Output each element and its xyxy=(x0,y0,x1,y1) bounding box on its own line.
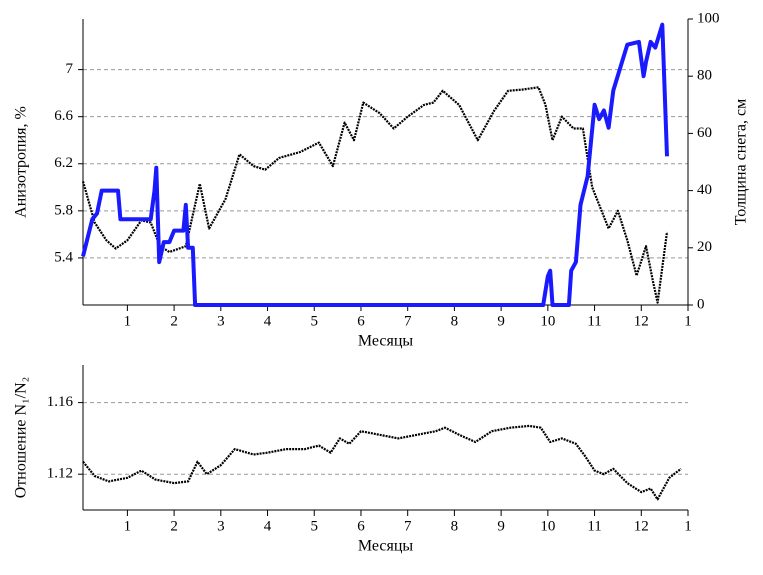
y-tick-label: 6.2 xyxy=(54,155,73,171)
data-line xyxy=(81,22,669,307)
x-tick-label: 2 xyxy=(170,313,178,329)
y2-tick-label: 100 xyxy=(697,10,720,26)
x-tick-label: 1 xyxy=(124,518,132,534)
x-tick-label: 9 xyxy=(497,518,505,534)
x-axis-label: Месяцы xyxy=(358,333,414,350)
y-axis-label: Отношение N₁/N₂ xyxy=(13,377,30,498)
x-tick-label: 7 xyxy=(404,518,412,534)
y2-tick-label: 20 xyxy=(697,239,712,255)
x-tick-label: 7 xyxy=(404,313,412,329)
x-tick-label: 2 xyxy=(170,518,178,534)
x-tick-label: 9 xyxy=(497,313,505,329)
y-axis-label: Анизотропия, % xyxy=(13,106,30,218)
x-tick-label: 6 xyxy=(357,518,365,534)
x-tick-label: 5 xyxy=(311,313,319,329)
x-tick-label: 8 xyxy=(451,313,459,329)
y-tick-label: 5.4 xyxy=(54,249,73,265)
y-tick-label: 1.16 xyxy=(47,394,74,410)
x-tick-label: 4 xyxy=(264,313,272,329)
x-tick-label: 11 xyxy=(587,518,601,534)
y2-tick-label: 40 xyxy=(697,182,712,198)
x-tick-label: 10 xyxy=(540,313,555,329)
x-tick-label: 6 xyxy=(357,313,365,329)
x-tick-label: 11 xyxy=(587,313,601,329)
y-tick-label: 1.12 xyxy=(47,466,73,482)
x-tick-label: 8 xyxy=(451,518,459,534)
y-tick-label: 5.8 xyxy=(54,202,73,218)
x-tick-label: 5 xyxy=(311,518,319,534)
x-tick-label: 12 xyxy=(634,518,649,534)
y2-tick-label: 0 xyxy=(697,296,705,312)
y2-tick-label: 80 xyxy=(697,68,712,84)
x-tick-label: 4 xyxy=(264,518,272,534)
x-tick-label: 1 xyxy=(124,313,132,329)
data-line xyxy=(82,424,682,501)
x-tick-label: 12 xyxy=(634,313,649,329)
data-line xyxy=(81,86,669,304)
y-tick-label: 7 xyxy=(66,61,74,77)
x-tick-label: 1 xyxy=(684,518,692,534)
x-tick-label: 10 xyxy=(540,518,555,534)
x-tick-label: 3 xyxy=(217,313,225,329)
x-tick-label: 3 xyxy=(217,518,225,534)
y2-tick-label: 60 xyxy=(697,125,712,141)
x-tick-label: 1 xyxy=(684,313,692,329)
y-tick-label: 6.6 xyxy=(54,108,73,124)
x-axis-label: Месяцы xyxy=(358,538,414,555)
y2-axis-label: Толщина снега, см xyxy=(733,99,750,226)
